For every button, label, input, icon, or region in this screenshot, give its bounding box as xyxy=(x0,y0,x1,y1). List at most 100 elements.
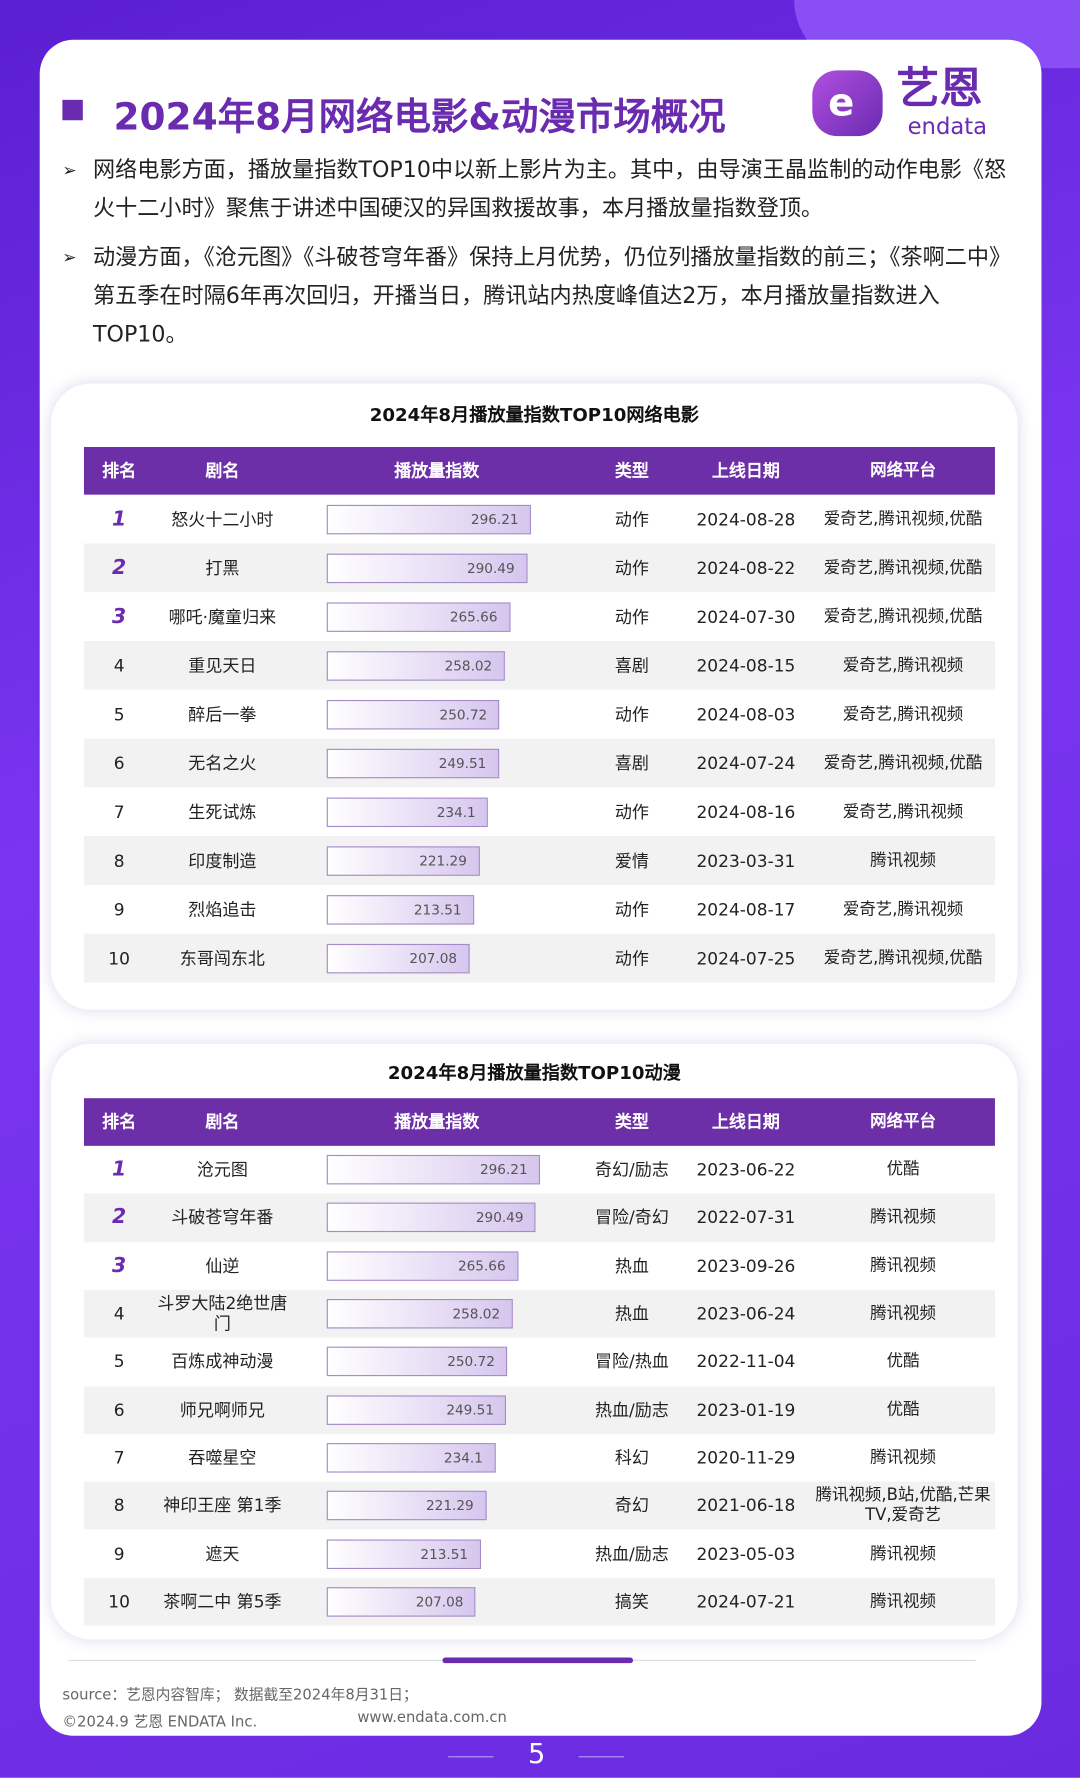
column-header: 上线日期 xyxy=(711,460,780,482)
genre: 动作 xyxy=(614,508,649,530)
table-row: 1 沧元图 296.21 奇幻/励志 2023-06-22 优酷 xyxy=(84,1146,995,1194)
index-cell: 221.29 xyxy=(290,836,583,885)
table-row: 9 烈焰追击 213.51 动作 2024-08-17 爱奇艺,腾讯视频 xyxy=(84,885,995,934)
index-cell: 290.49 xyxy=(290,1194,583,1242)
page-number: 5 xyxy=(527,1738,546,1770)
platform: 爱奇艺,腾讯视频,优酷 xyxy=(823,558,983,577)
logo-glyph: e xyxy=(828,80,855,126)
title: 重见天日 xyxy=(188,655,257,676)
index-value: 249.51 xyxy=(438,755,487,771)
platform: 优酷 xyxy=(886,1400,920,1419)
column-header: 播放量指数 xyxy=(394,460,480,482)
bullet-arrow: ➢ xyxy=(62,247,77,268)
copyright: ©2024.9 艺恩 ENDATA Inc. xyxy=(62,1714,258,1732)
table-row: 1 怒火十二小时 296.21 动作 2024-08-28 爱奇艺,腾讯视频,优酷 xyxy=(84,495,995,544)
table-row: 4 重见天日 258.02 喜剧 2024-08-15 爱奇艺,腾讯视频 xyxy=(83,640,995,690)
table-row: 8 印度制造 221.29 爱情 2023-03-31 腾讯视频 xyxy=(83,836,995,885)
rank: 1 xyxy=(112,1157,127,1182)
title: 无名之火 xyxy=(188,752,257,774)
index-bar: 234.1 xyxy=(326,796,489,827)
platform: 爱奇艺,腾讯视频 xyxy=(842,656,964,675)
platform: 优酷 xyxy=(886,1352,920,1371)
table-row: 2 打黑 290.49 动作 2024-08-22 爱奇艺,腾讯视频,优酷 xyxy=(83,543,995,593)
genre: 热血 xyxy=(614,1303,649,1324)
release-date: 2024-07-24 xyxy=(696,752,796,774)
title: 斗破苍穹年番 xyxy=(171,1207,274,1229)
genre: 动作 xyxy=(614,801,649,822)
genre: 科幻 xyxy=(614,1447,649,1468)
index-value: 213.51 xyxy=(413,901,462,918)
title: 醉后一拳 xyxy=(188,703,257,725)
index-bar: 265.66 xyxy=(326,601,510,632)
rank: 7 xyxy=(113,801,125,822)
bullet-arrow: ➢ xyxy=(62,159,77,181)
title: 怒火十二小时 xyxy=(171,508,274,530)
rank: 1 xyxy=(112,506,127,531)
index-cell: 234.1 xyxy=(290,1434,583,1482)
genre: 动作 xyxy=(614,606,649,627)
column-header: 网络平台 xyxy=(870,461,936,480)
bullet-text: 动漫方面，《沧元图》《斗破苍穹年番》保持上月优势，仍位列播放量指数的前三；《茶啊… xyxy=(93,243,1012,348)
title-marker xyxy=(62,99,83,121)
platform: 腾讯视频 xyxy=(870,1208,936,1227)
title: 神印王座 第1季 xyxy=(163,1495,282,1516)
genre: 动作 xyxy=(614,899,649,920)
genre: 热血/励志 xyxy=(595,1543,669,1564)
platform: 爱奇艺,腾讯视频 xyxy=(842,705,964,724)
table-card: 2024年8月播放量指数TOP10网络电影 排名 剧名 播放量指数 类型 上线日期 网络平台… xyxy=(51,383,1018,1010)
title: 斗罗大陆2绝世唐门 xyxy=(157,1293,288,1335)
table-row: 5 醉后一拳 250.72 动作 2024-08-03 爱奇艺,腾讯视频 xyxy=(84,690,995,739)
table-row: 7 吞噬星空 234.1 科幻 2020-11-29 腾讯视频 xyxy=(84,1434,995,1482)
title: 打黑 xyxy=(205,557,240,579)
genre: 动作 xyxy=(614,557,649,579)
rank: 8 xyxy=(113,1495,125,1516)
release-date: 2024-08-28 xyxy=(696,508,796,530)
index-bar: 296.21 xyxy=(326,1155,541,1185)
table-row: 5 百炼成神动漫 250.72 冒险/热血 2022-11-04 优酷 xyxy=(84,1338,995,1386)
logo-sub: endata xyxy=(907,112,988,140)
index-value: 234.1 xyxy=(436,803,476,820)
index-cell: 221.29 xyxy=(290,1482,583,1530)
title: 烈焰追击 xyxy=(188,899,257,920)
scroll-indicator xyxy=(442,1657,634,1664)
page-line xyxy=(448,1756,494,1758)
bullet: ➢ 动漫方面，《沧元图》《斗破苍穹年番》保持上月优势，仍位列播放量指数的前三；《茶… xyxy=(62,238,1015,354)
title: 印度制造 xyxy=(188,850,257,871)
title: 东哥闯东北 xyxy=(179,947,265,969)
title: 茶啊二中 第5季 xyxy=(163,1591,282,1612)
index-cell: 213.51 xyxy=(290,885,583,934)
index-bar: 213.51 xyxy=(326,894,475,925)
title: 仙逆 xyxy=(205,1255,240,1277)
index-bar: 249.51 xyxy=(326,1395,507,1425)
source: source：艺恩内容智库； 数据截至2024年8月31日； xyxy=(62,1687,418,1705)
index-cell: 249.51 xyxy=(290,739,583,788)
genre: 搞笑 xyxy=(614,1591,649,1612)
index-value: 250.72 xyxy=(439,706,488,723)
column-header: 播放量指数 xyxy=(394,1111,480,1133)
table-row: 8 神印王座 第1季 221.29 奇幻 2021-06-18 腾讯视频,B站,优酷,芒果… xyxy=(83,1481,995,1530)
table-row: 7 生死试炼 234.1 动作 2024-08-16 爱奇艺,腾讯视频 xyxy=(84,787,995,836)
release-date: 2024-07-21 xyxy=(696,1591,796,1612)
index-bar: 213.51 xyxy=(326,1538,481,1569)
release-date: 2024-07-30 xyxy=(696,606,796,627)
platform: 爱奇艺,腾讯视频,优酷 xyxy=(823,509,983,529)
index-cell: 265.66 xyxy=(290,1242,583,1290)
platform: 爱奇艺,腾讯视频 xyxy=(842,900,964,919)
index-cell: 258.02 xyxy=(290,641,583,690)
title: 哪吒·魔童归来 xyxy=(168,606,277,627)
rank: 9 xyxy=(113,899,125,920)
index-bar: 290.49 xyxy=(326,1203,536,1233)
index-value: 234.1 xyxy=(443,1449,483,1466)
title: 百炼成神动漫 xyxy=(171,1351,274,1372)
index-cell: 249.51 xyxy=(290,1386,583,1434)
release-date: 2024-08-03 xyxy=(696,703,796,725)
index-cell: 258.02 xyxy=(290,1290,583,1338)
index-value: 265.66 xyxy=(457,1257,506,1274)
index-bar: 207.08 xyxy=(326,943,470,973)
table-title: 2024年8月播放量指数TOP10动漫 xyxy=(387,1061,681,1084)
title: 遮天 xyxy=(205,1543,240,1564)
index-value: 221.29 xyxy=(419,852,467,869)
index-value: 207.08 xyxy=(415,1593,464,1610)
platform: 腾讯视频 xyxy=(870,1256,936,1275)
